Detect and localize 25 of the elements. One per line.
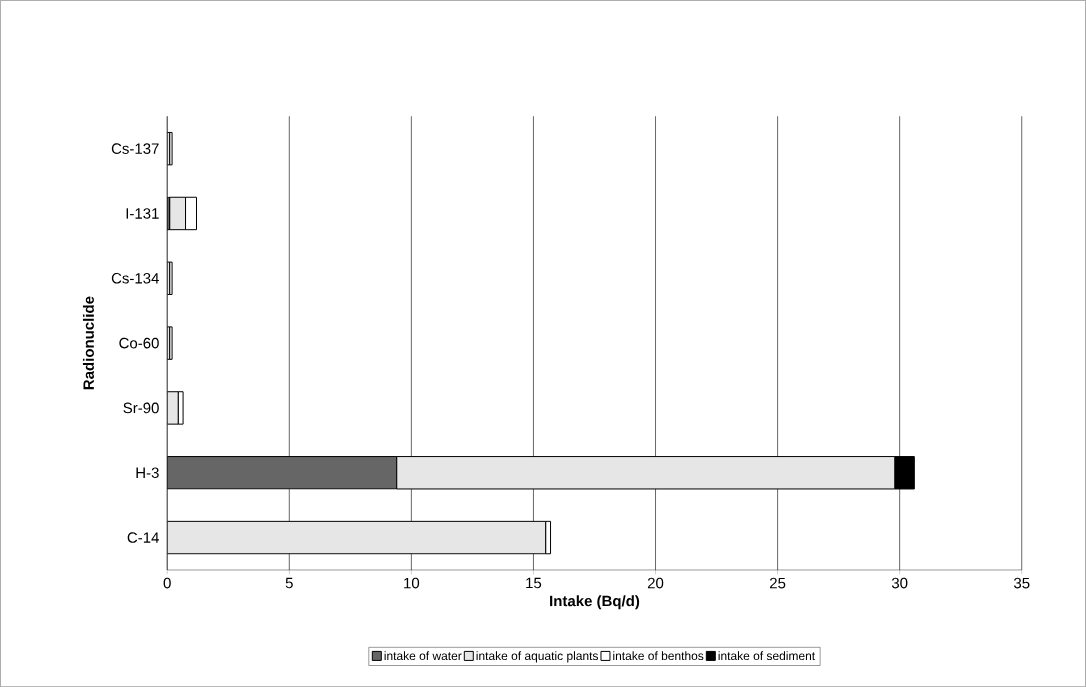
legend-label: intake of water <box>384 651 462 661</box>
x-tick-label: 10 <box>404 577 420 589</box>
y-tick-label: H-3 <box>136 467 159 478</box>
y-tick-label: Sr-90 <box>123 402 159 414</box>
bar <box>185 196 198 231</box>
bar <box>169 196 187 231</box>
y-axis-title: Radionuclide <box>82 296 94 390</box>
y-tick-label: C-14 <box>127 532 159 543</box>
y-tick-label: I-131 <box>126 208 159 219</box>
x-tick-label: 5 <box>285 577 293 589</box>
y-tick-label: Cs-134 <box>111 272 159 284</box>
legend-label: intake of aquatic plants <box>476 651 599 663</box>
x-tick-label: 30 <box>891 577 908 589</box>
legend-label: intake of sediment <box>718 651 816 661</box>
y-tick-label: Co-60 <box>119 337 159 349</box>
y-tick-label: Cs-137 <box>111 143 159 154</box>
x-axis-title: Intake (Bq/d) <box>550 595 640 610</box>
legend-label: intake of benthos <box>613 651 704 661</box>
bar <box>396 455 896 490</box>
x-tick-label: 0 <box>163 577 171 589</box>
x-tick-label: 25 <box>770 577 786 589</box>
bar <box>167 520 547 555</box>
x-tick-label: 15 <box>526 577 542 589</box>
x-tick-label: 20 <box>647 577 664 589</box>
x-tick-label: 35 <box>1013 577 1030 589</box>
